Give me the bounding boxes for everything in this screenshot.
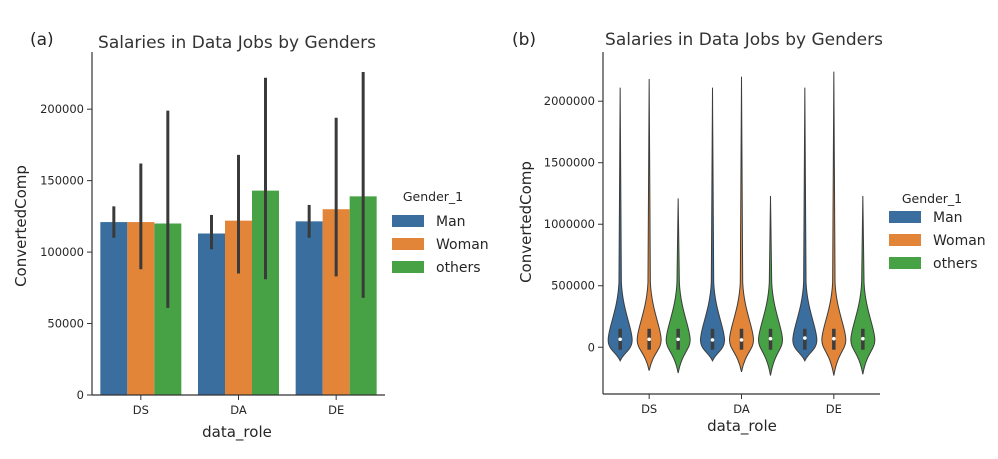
y-axis-label: ConvertedComp (517, 161, 535, 283)
y-tick-label: 100000 (40, 245, 84, 259)
x-tick-label: DE (328, 403, 344, 417)
legend-swatch (392, 215, 424, 227)
x-axis-label: data_role (707, 417, 777, 436)
x-tick-label: DA (733, 402, 750, 416)
panel-label: (a) (30, 30, 54, 50)
chart-title: Salaries in Data Jobs by Genders (605, 30, 883, 50)
violin (665, 198, 691, 374)
legend-entry: Woman (436, 237, 489, 253)
violin (636, 79, 662, 371)
violin-median (832, 336, 836, 341)
y-tick-label: 50000 (47, 317, 84, 331)
legend-title: Gender_1 (403, 189, 463, 204)
violin-median (768, 336, 773, 341)
legend-entry: others (436, 260, 481, 276)
legend-swatch (392, 238, 424, 250)
y-tick-label: 0 (588, 340, 595, 354)
x-ticks: DS DA DE (133, 395, 344, 417)
legend-entry: Man (436, 214, 466, 230)
violin (699, 87, 726, 362)
x-tick-label: DE (826, 402, 842, 416)
violin (821, 71, 847, 376)
violin (850, 195, 876, 375)
y-tick-label: 500000 (551, 279, 595, 293)
violin-median (676, 337, 680, 342)
violin-chart-panel: (b) Salaries in Data Jobs by Genders 0 50… (512, 30, 986, 436)
y-axis-label: ConvertedComp (12, 165, 30, 287)
violin (728, 76, 755, 372)
legend-entry: Woman (933, 233, 986, 249)
y-tick-label: 1000000 (544, 217, 595, 231)
legend-swatch (889, 211, 921, 223)
violin (757, 195, 784, 376)
legend-swatch (889, 234, 921, 246)
legend-title: Gender_1 (902, 191, 962, 206)
error-bars (112, 72, 365, 308)
legend: Gender_1 Man Woman others (392, 189, 489, 276)
y-tick-label: 1500000 (544, 156, 595, 170)
violin-median (647, 337, 651, 342)
y-tick-label: 2000000 (544, 94, 595, 108)
x-tick-label: DS (641, 402, 657, 416)
bar (295, 221, 323, 395)
violin-median (710, 338, 715, 342)
bars (100, 190, 377, 395)
violin-median (618, 337, 622, 342)
x-tick-label: DS (133, 403, 149, 417)
x-tick-label: DA (230, 403, 247, 417)
legend: Gender_1 Man Woman others (889, 191, 986, 272)
bar (100, 222, 128, 395)
y-ticks: 0 500000 1000000 1500000 2000000 (544, 94, 603, 354)
y-tick-label: 150000 (40, 174, 84, 188)
y-tick-label: 200000 (40, 102, 84, 116)
bar (198, 233, 225, 395)
legend-swatch (392, 261, 424, 273)
x-ticks: DS DA DE (641, 394, 842, 416)
x-axis-label: data_role (202, 423, 272, 442)
violin (792, 87, 818, 362)
violin-median (803, 336, 807, 340)
violins (607, 71, 876, 376)
legend-entry: Man (933, 210, 963, 226)
legend-entry: others (933, 256, 978, 272)
violin (607, 87, 633, 362)
y-ticks: 0 50000 100000 150000 200000 (40, 102, 92, 402)
legend-swatch (889, 257, 921, 269)
violin-median (861, 336, 865, 341)
violin-median (739, 338, 744, 342)
bar-chart-panel: (a) Salaries in Data Jobs by Genders 0 50… (12, 30, 489, 442)
panel-label: (b) (512, 30, 536, 50)
chart-title: Salaries in Data Jobs by Genders (98, 33, 376, 53)
y-tick-label: 0 (77, 388, 84, 402)
